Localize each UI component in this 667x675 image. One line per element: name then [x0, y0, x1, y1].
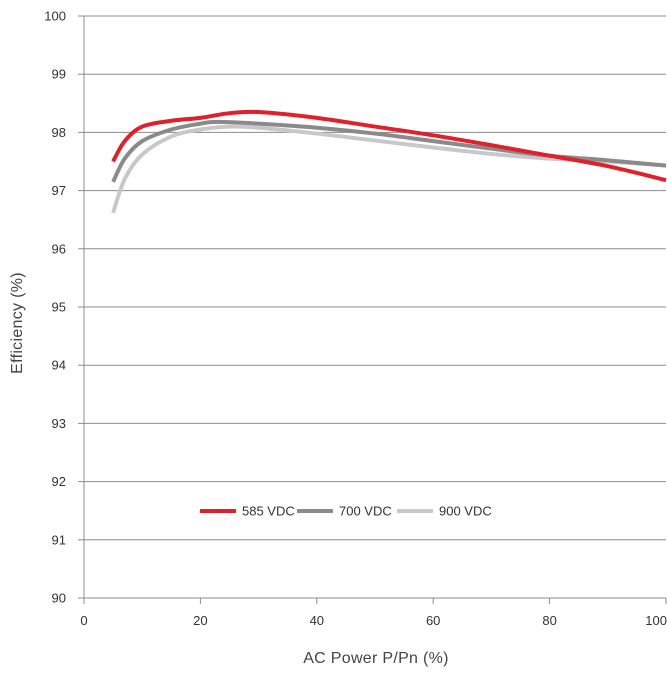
legend-label: 900 VDC: [439, 504, 492, 519]
axes: [78, 15, 667, 604]
legend-label: 585 VDC: [242, 504, 295, 519]
y-tick-label: 98: [52, 125, 66, 140]
x-tick-label: 100: [645, 613, 667, 628]
x-tick-label: 0: [80, 613, 87, 628]
series-lines: [111, 109, 667, 214]
y-tick-label: 100: [44, 9, 66, 24]
y-tick-label: 90: [52, 591, 66, 606]
y-tick-label: 92: [52, 474, 66, 489]
y-tick-label: 95: [52, 300, 66, 315]
series-line-900-vdc: [111, 124, 667, 214]
y-axis-title: Efficiency (%): [9, 272, 26, 374]
y-tick-label: 97: [52, 183, 66, 198]
x-tick-label: 80: [542, 613, 556, 628]
x-tick-label: 40: [310, 613, 324, 628]
y-tick-label: 91: [52, 532, 66, 547]
legend-label: 700 VDC: [339, 504, 392, 519]
x-axis-title: AC Power P/Pn (%): [303, 650, 449, 667]
x-tick-label: 60: [426, 613, 440, 628]
y-tick-label: 94: [52, 358, 66, 373]
x-tick-label: 20: [193, 613, 207, 628]
y-tick-label: 99: [52, 67, 66, 82]
series-line-585-vdc: [111, 109, 667, 183]
legend: 585 VDC 700 VDC 900 VDC: [200, 504, 492, 519]
tick-labels: 90 91 92 93 94 95 96 97 98 99 100 0 20 40 60 80 100: [44, 9, 667, 629]
y-tick-label: 93: [52, 416, 66, 431]
y-tick-label: 96: [52, 241, 66, 256]
